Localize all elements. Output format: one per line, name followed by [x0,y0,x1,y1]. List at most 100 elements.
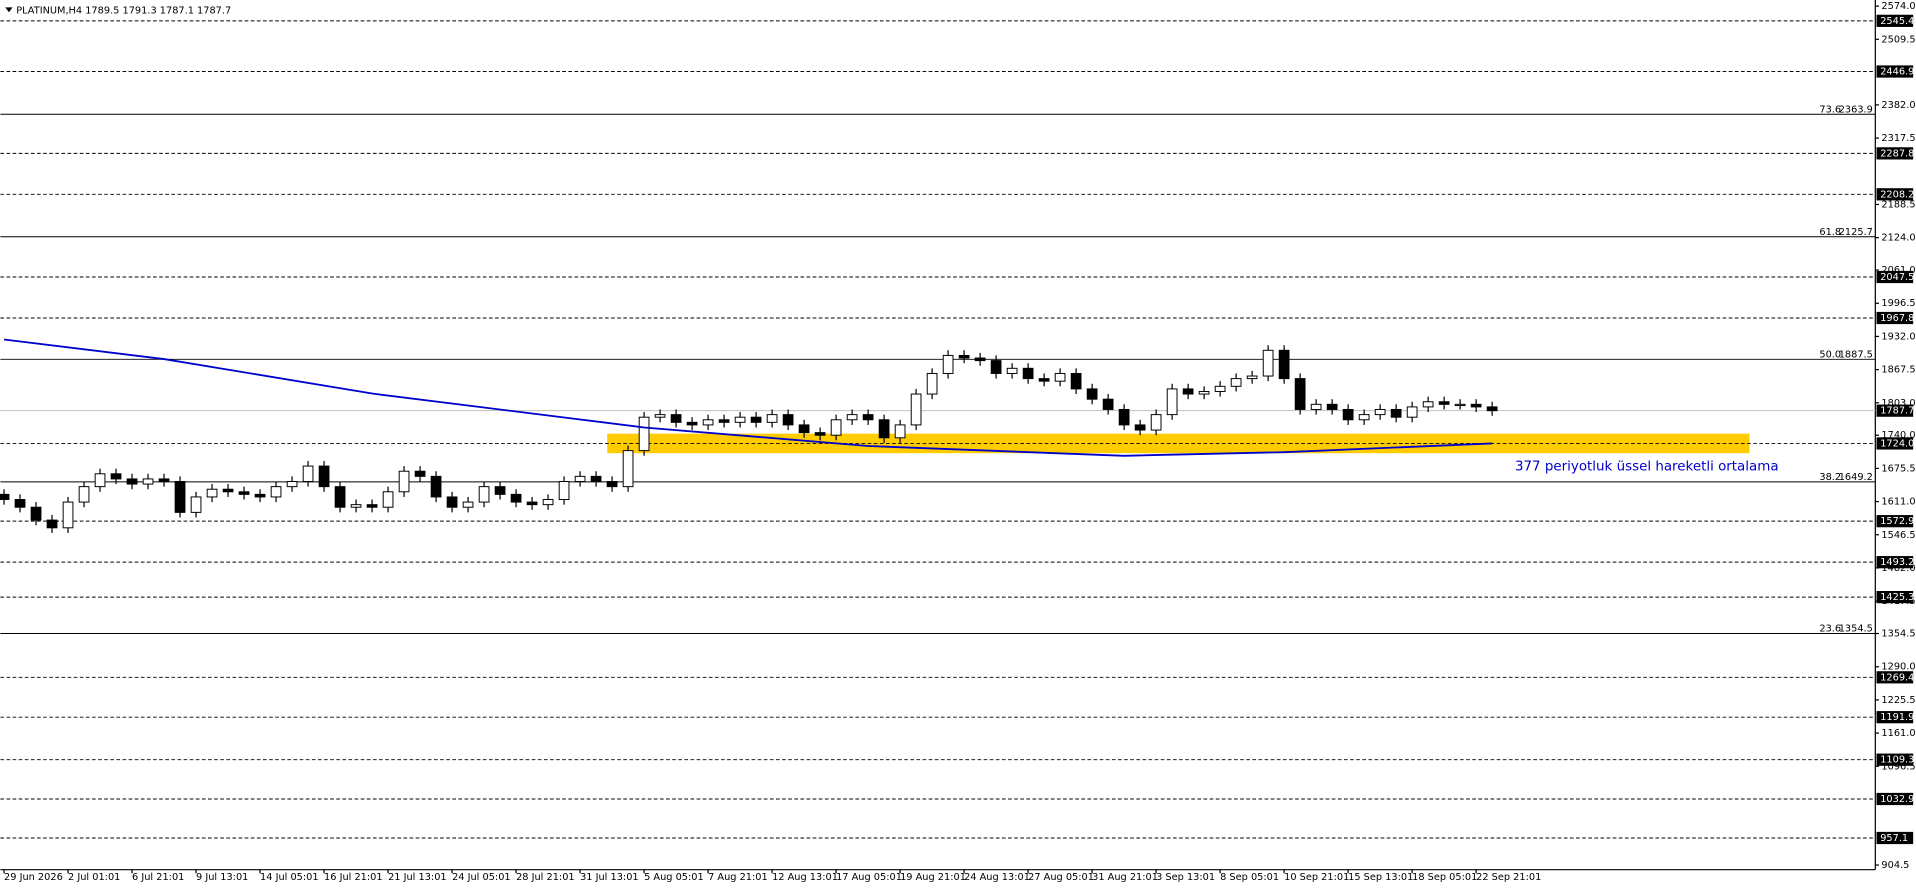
y-tick-label: 1225.5 [1881,695,1915,706]
x-tick-label: 21 Jul 13:01 [388,872,447,883]
candle-body [1182,388,1194,395]
x-tick-label: 19 Aug 21:01 [900,872,966,883]
candle-body [382,491,394,508]
candle-body [1118,408,1130,426]
candle-body [1470,403,1482,408]
candle-body [574,475,586,482]
x-tick-label: 28 Jul 21:01 [516,872,575,883]
level-label: 1425.3 [1880,592,1914,603]
x-tick-label: 7 Aug 21:01 [708,872,768,883]
y-tick-label: 1546.5 [1881,530,1915,541]
candle-body [1086,388,1098,400]
candle-body [94,473,106,488]
candle-body [846,414,858,421]
candle-body [270,486,282,498]
y-tick-label: 1482.0 [1881,563,1915,574]
level-box [1876,753,1914,766]
candle-body [542,499,554,506]
moving-average [3,338,1493,457]
y-tick-label: 1803.0 [1881,398,1915,409]
x-tick-label: 9 Jul 13:01 [196,872,248,883]
candle-body [1310,403,1322,410]
fib-level: 50.0 [1819,349,1841,360]
y-tick-label: 904.5 [1881,860,1909,871]
x-tick-label: 16 Jul 21:01 [324,872,383,883]
x-tick-label: 2 Jul 01:01 [68,872,120,883]
candle-body [1134,424,1146,431]
candle-body [1342,408,1354,421]
collapse-icon[interactable] [5,7,13,13]
x-tick-label: 24 Jul 05:01 [452,872,511,883]
candle-body [1406,406,1418,418]
candle-body [1294,378,1306,410]
candle-body [1166,388,1178,416]
x-tick-label: 22 Sep 21:01 [1476,872,1541,883]
y-tick-label: 1161.0 [1881,728,1915,739]
candle-body [46,519,58,529]
candle-body [254,493,266,498]
fib-level: 38.2 [1819,472,1841,483]
support-zone [607,433,1750,454]
y-tick-label: 1675.5 [1881,463,1915,474]
y-tick-label: 1867.5 [1881,365,1915,376]
candle-body [446,496,458,508]
level-box [1876,556,1914,569]
x-tick-label: 10 Sep 21:01 [1284,872,1349,883]
candle-body [1374,408,1386,416]
candle-body [1454,403,1466,407]
level-box [1876,147,1914,160]
fib-price: 1887.5 [1839,349,1873,360]
x-tick-label: 12 Aug 13:01 [772,872,838,883]
y-tick-label: 2124.0 [1881,233,1915,244]
candle-body [14,499,26,508]
candle-body [894,424,906,439]
y-tick-label: 1354.5 [1881,629,1915,640]
level-label: 1572.9 [1880,516,1914,527]
candle-body [926,372,938,395]
level-label: 2208.2 [1880,189,1914,200]
candle-body [1390,408,1402,418]
candle-body [366,504,378,508]
y-tick-label: 1611.0 [1881,497,1915,508]
x-tick-label: 3 Sep 13:01 [1156,872,1215,883]
y-tick-label: 2317.5 [1881,133,1915,144]
candle-body [670,414,682,423]
current-price-box [1876,404,1914,417]
candle-body [462,501,474,508]
x-tick-label: 18 Sep 05:01 [1412,872,1477,883]
candle-body [1022,367,1034,380]
candle-body [510,493,522,503]
y-tick-label: 2188.5 [1881,199,1915,210]
y-tick-label: 2061.0 [1881,265,1915,276]
candle-body [1070,372,1082,390]
level-box [1876,590,1914,604]
candle-body [654,414,666,418]
candle-body [1006,367,1018,374]
y-tick-label: 2382.0 [1881,100,1915,111]
candle-body [174,481,186,513]
y-tick-label: 1740.0 [1881,430,1915,441]
candle-body [638,416,650,452]
candle-body [190,496,202,513]
candle-body [1054,372,1066,382]
level-box [1876,311,1914,325]
x-tick-label: 24 Aug 13:01 [964,872,1030,883]
y-tick-label: 1096.5 [1881,761,1915,772]
candle-body [142,478,154,485]
candle-body [318,465,330,488]
level-label: 2047.5 [1880,272,1914,283]
candle-body [1038,378,1050,382]
fib-price: 1354.5 [1839,624,1873,635]
candle-body [286,481,298,488]
level-label: 957.1 [1880,833,1908,844]
candle-body [110,473,122,480]
candle-body [798,424,810,434]
candle-body [206,488,218,498]
candle-body [910,393,922,426]
candle-body [686,421,698,426]
candle-body [158,478,170,482]
candle-body [766,414,778,423]
fib-price: 1649.2 [1839,472,1873,483]
x-tick-label: 6 Jul 21:01 [132,872,184,883]
